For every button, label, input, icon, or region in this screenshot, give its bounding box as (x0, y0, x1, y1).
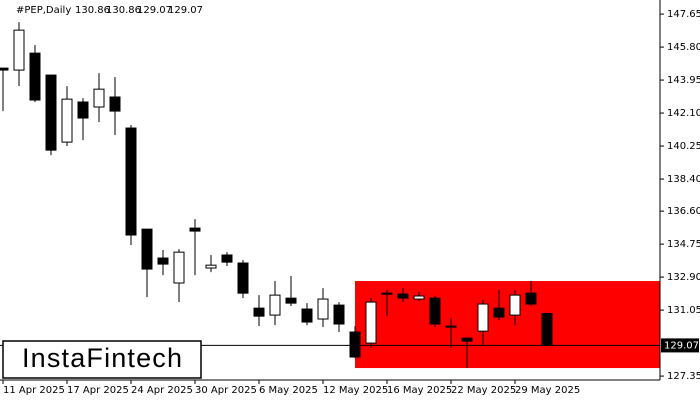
candle-body (29, 52, 41, 101)
y-tick-label: 140.25 (667, 141, 700, 152)
x-tick-label: 24 Apr 2025 (131, 385, 193, 396)
y-tick-label: 138.40 (667, 174, 700, 185)
candle-body (141, 228, 153, 270)
candle-body (333, 304, 345, 325)
x-tick-label: 6 May 2025 (259, 385, 318, 396)
candle-body (253, 307, 265, 317)
candle-body (157, 257, 169, 265)
ohlc-value: 130.86 (75, 5, 110, 16)
candle-body (205, 264, 217, 269)
y-tick-label: 143.95 (667, 75, 700, 86)
x-tick-label: 11 Apr 2025 (3, 385, 65, 396)
ohlc-value: 130.86 (106, 5, 141, 16)
y-tick-label: 134.75 (667, 239, 700, 250)
candle-body (461, 337, 473, 342)
candle-body (285, 297, 297, 304)
candle-body (429, 297, 441, 325)
candle-body (317, 298, 329, 320)
y-tick-label: 127.35 (667, 371, 700, 382)
candle-body (413, 295, 425, 300)
candle-body (269, 294, 281, 316)
y-tick-label: 147.65 (667, 9, 700, 20)
x-tick-label: 17 Apr 2025 (67, 385, 129, 396)
y-tick-label: 142.10 (667, 108, 700, 119)
x-tick-label: 22 May 2025 (451, 385, 516, 396)
candle-body (221, 254, 233, 263)
y-tick-label: 145.80 (667, 42, 700, 53)
x-tick-label: 12 May 2025 (323, 385, 388, 396)
candle-body (525, 292, 537, 305)
candle-body (125, 127, 137, 236)
x-tick-label: 30 Apr 2025 (195, 385, 257, 396)
candle-body (0, 67, 9, 71)
candle-body (509, 294, 521, 316)
ohlc-value: 129.07 (168, 5, 203, 16)
candle-body (365, 301, 377, 344)
candle-body (237, 262, 249, 294)
candle-body (301, 308, 313, 323)
candle-body (397, 293, 409, 299)
candle-body (109, 96, 121, 112)
logo: InstaFintech (22, 343, 182, 373)
candle-body (61, 98, 73, 143)
candle-body (45, 74, 57, 151)
x-tick-label: 16 May 2025 (387, 385, 452, 396)
y-tick-label: 136.60 (667, 206, 700, 217)
candle-body (13, 29, 25, 71)
candle-body (173, 251, 185, 284)
candle-body (349, 331, 361, 358)
candle-body (381, 292, 393, 295)
y-tick-label: 132.90 (667, 272, 700, 283)
ohlc-value: 129.07 (137, 5, 172, 16)
x-tick-label: 29 May 2025 (515, 385, 580, 396)
candle-body (493, 307, 505, 318)
candle-body (77, 101, 89, 119)
candle-body (189, 227, 201, 232)
price-label: 129.07 (664, 340, 699, 351)
candle-body (541, 312, 553, 346)
logo-box (2, 340, 202, 379)
candle-body (93, 88, 105, 108)
price-label-box (661, 338, 699, 353)
candle-body (445, 325, 457, 328)
symbol-label: #PEP,Daily (16, 5, 71, 16)
plot-area (0, 22, 660, 369)
candle-body (477, 303, 489, 332)
y-tick-label: 131.05 (667, 305, 700, 316)
